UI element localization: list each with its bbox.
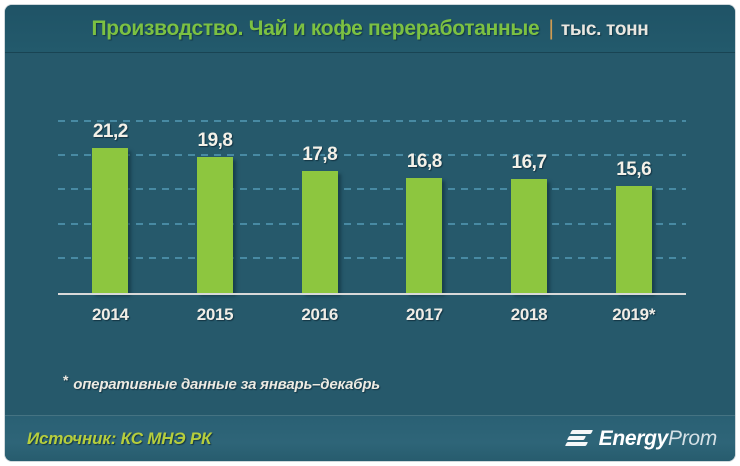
x-axis-label-2018: 2018	[510, 305, 548, 324]
bar-value-label: 15,6	[616, 159, 652, 181]
x-axis-label-2017: 2017	[406, 305, 443, 324]
gridline-20	[58, 154, 686, 156]
x-axis-label-2014: 2014	[92, 305, 129, 324]
logo-text-energy: Energy	[598, 426, 669, 450]
title-separator: |	[548, 17, 554, 40]
gridline-5	[58, 256, 686, 259]
x-axis-labels: 2014 2015 2016 2017 2018 2019*	[58, 305, 686, 325]
gridline-25	[58, 119, 686, 122]
bar-2019	[615, 186, 652, 293]
bar-series: 21,2 19,8 17,8 16,8 16,7 15,6	[58, 100, 686, 293]
bar-column-2017: 16,8	[372, 100, 477, 293]
bar-2017	[406, 177, 443, 293]
footer-bar: Источник: КС МНЭ РК Energy Prom	[5, 415, 735, 461]
chart-plot-area: 21,2 19,8 17,8 16,8 16,7 15,6	[58, 100, 686, 295]
bar-column-2019: 15,6	[581, 100, 686, 293]
chart-card: Производство. Чай и кофе переработанные |…	[5, 5, 735, 461]
footnote-asterisk: *	[63, 372, 69, 388]
source-label: Источник: КС МНЭ РК	[27, 428, 212, 448]
x-axis-line	[58, 293, 686, 295]
bar-column-2015: 19,8	[163, 100, 268, 293]
gridline-10	[58, 222, 686, 225]
footnote-text: оперативные данные за январь–декабрь	[73, 376, 380, 393]
bar-2014	[92, 147, 129, 293]
bar-value-label: 16,7	[511, 151, 547, 173]
energyprom-logo: Energy Prom	[564, 426, 717, 451]
gridline-15	[58, 188, 686, 191]
logo-text-prom: Prom	[668, 426, 717, 450]
footnote: * оперативные данные за январь–декабрь	[63, 372, 380, 393]
x-axis-label-2019: 2019*	[612, 305, 656, 324]
chart-header: Производство. Чай и кофе переработанные |…	[5, 5, 735, 53]
bar-column-2014: 21,2	[58, 100, 163, 293]
energyprom-e-icon	[564, 429, 593, 448]
bar-value-label: 19,8	[197, 130, 233, 152]
bar-column-2016: 17,8	[267, 100, 372, 293]
title-unit-label: тыс. тонн	[560, 19, 649, 40]
bar-2016	[301, 171, 338, 293]
x-axis-label-2016: 2016	[301, 305, 338, 324]
bar-column-2018: 16,7	[477, 100, 582, 293]
x-axis-label-2015: 2015	[196, 305, 234, 324]
page-title: Производство. Чай и кофе переработанные	[91, 17, 540, 40]
bar-2018	[511, 178, 548, 293]
bar-value-label: 17,8	[302, 144, 338, 166]
bar-value-label: 16,8	[406, 150, 442, 172]
bar-2015	[197, 157, 233, 293]
bar-value-label: 21,2	[92, 120, 128, 142]
